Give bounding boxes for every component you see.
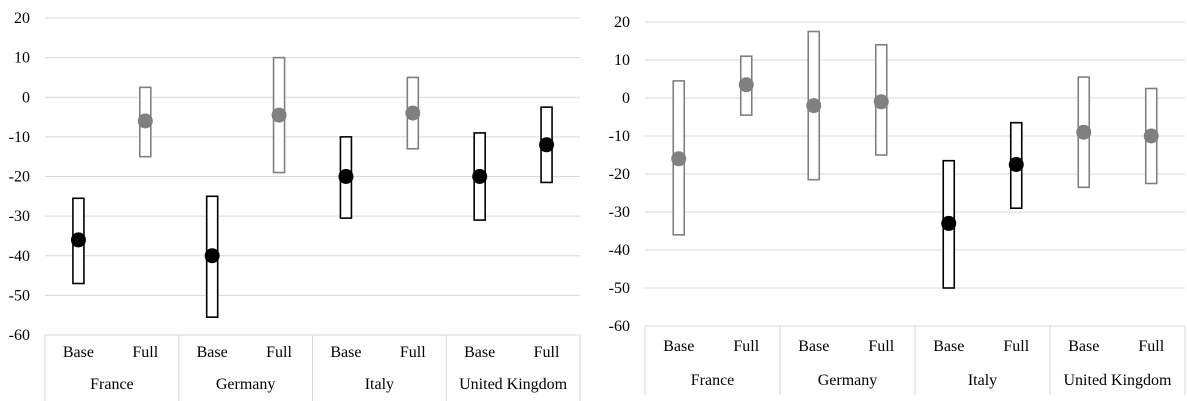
subcategory-label: Full (400, 344, 426, 361)
point-estimate-marker (1143, 128, 1159, 144)
group-label: United Kingdom (459, 376, 568, 393)
point-estimate-marker (873, 94, 889, 110)
y-tick-label: 0 (622, 90, 630, 107)
subcategory-label: Base (464, 344, 495, 361)
subcategory-label: Base (197, 344, 228, 361)
subcategory-label: Full (266, 344, 292, 361)
point-estimate-marker (806, 98, 822, 114)
point-estimate-marker (941, 215, 957, 231)
y-tick-label: -60 (609, 318, 630, 335)
group-label: France (90, 376, 134, 393)
point-estimate-marker (539, 137, 555, 153)
point-estimate-marker (70, 232, 86, 248)
point-estimate-marker (738, 77, 754, 93)
group-label: United Kingdom (1064, 372, 1173, 389)
y-tick-label: -40 (609, 242, 630, 259)
subcategory-label: Base (330, 344, 361, 361)
point-estimate-marker (671, 151, 687, 167)
chart-right: 20 10 0 -10 -20 -30 -40 -50 -60 France Base Full Ger… (600, 0, 1187, 401)
subcategory-label: Full (1138, 338, 1164, 355)
subcategory-label: Base (1068, 338, 1099, 355)
subcategory-label: Full (1003, 338, 1029, 355)
group-label: Italy (365, 376, 394, 393)
subcategory-label: Base (63, 344, 94, 361)
chart-left-svg: 20 10 0 -10 -20 -30 -40 -50 -60 France Base Full Ger… (9, 10, 581, 401)
subcategory-label: Base (663, 338, 694, 355)
chart-left: 20 10 0 -10 -20 -30 -40 -50 -60 France Base Full Ger… (0, 0, 585, 401)
y-tick-label: -30 (609, 204, 630, 221)
subcategory-label: Base (933, 338, 964, 355)
y-tick-label: -10 (9, 129, 30, 146)
point-estimate-marker (204, 248, 220, 264)
group-label: Germany (818, 372, 878, 389)
point-estimate-marker (338, 169, 354, 184)
y-tick-label: -20 (609, 166, 630, 183)
y-tick-label: 10 (14, 50, 30, 67)
group-label: Germany (216, 376, 276, 393)
y-tick-label: -10 (609, 128, 630, 145)
subcategory-label: Full (868, 338, 894, 355)
subcategory-label: Base (798, 338, 829, 355)
point-estimate-marker (405, 105, 421, 121)
y-tick-label: 10 (614, 52, 630, 69)
y-tick-label: -40 (9, 248, 30, 265)
y-tick-label: 0 (22, 89, 30, 106)
subcategory-label: Full (733, 338, 759, 355)
y-tick-label: -60 (9, 327, 30, 344)
point-estimate-marker (1076, 124, 1092, 140)
subcategory-label: Full (132, 344, 158, 361)
y-tick-label: -30 (9, 208, 30, 225)
point-estimate-marker (472, 169, 488, 184)
group-label: Italy (968, 372, 997, 389)
point-estimate-marker (137, 113, 153, 129)
chart-right-svg: 20 10 0 -10 -20 -30 -40 -50 -60 France Base Full Ger… (609, 14, 1186, 395)
y-tick-label: -20 (9, 169, 30, 186)
y-tick-label: 20 (14, 10, 30, 27)
point-estimate-marker (1008, 157, 1024, 172)
group-label: France (691, 372, 735, 389)
y-tick-label: -50 (9, 287, 30, 304)
point-estimate-marker (271, 107, 287, 123)
y-tick-label: -50 (609, 280, 630, 297)
subcategory-label: Full (534, 344, 560, 361)
y-tick-label: 20 (614, 14, 630, 31)
